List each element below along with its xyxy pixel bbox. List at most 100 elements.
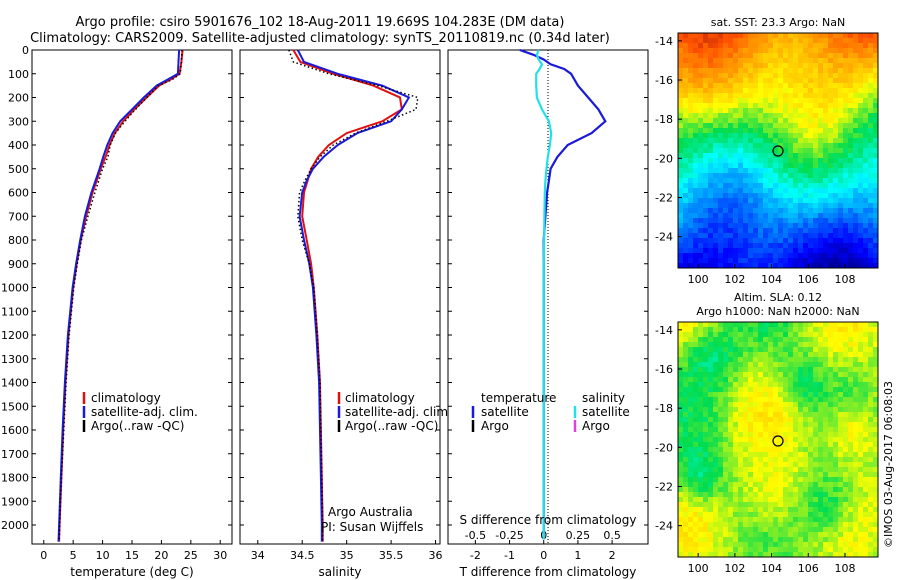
heatmap-cell	[858, 542, 863, 547]
heatmap-cell	[708, 382, 713, 387]
heatmap-cell	[773, 497, 778, 502]
heatmap-cell	[743, 43, 748, 48]
heatmap-cell	[723, 337, 728, 342]
heatmap-cell	[778, 158, 783, 163]
heatmap-cell	[818, 48, 823, 53]
heatmap-cell	[863, 517, 868, 522]
heatmap-cell	[718, 188, 723, 193]
heatmap-cell	[818, 73, 823, 78]
heatmap-cell	[773, 542, 778, 547]
heatmap-cell	[783, 377, 788, 382]
heatmap-cell	[703, 377, 708, 382]
heatmap-cell	[873, 58, 878, 63]
heatmap-cell	[808, 208, 813, 213]
heatmap-cell	[858, 437, 863, 442]
heatmap-cell	[873, 372, 878, 377]
heatmap-cell	[688, 392, 693, 397]
heatmap-cell	[853, 397, 858, 402]
heatmap-cell	[788, 158, 793, 163]
heatmap-cell	[743, 397, 748, 402]
heatmap-cell	[848, 238, 853, 243]
heatmap-cell	[778, 337, 783, 342]
heatmap-cell	[693, 223, 698, 228]
heatmap-cell	[818, 258, 823, 263]
heatmap-cell	[698, 337, 703, 342]
heatmap-cell	[773, 108, 778, 113]
heatmap-cell	[728, 98, 733, 103]
heatmap-cell	[823, 482, 828, 487]
heatmap-cell	[743, 243, 748, 248]
heatmap-cell	[733, 357, 738, 362]
heatmap-cell	[683, 238, 688, 243]
heatmap-cell	[868, 183, 873, 188]
heatmap-cell	[708, 442, 713, 447]
heatmap-cell	[818, 397, 823, 402]
heatmap-cell	[793, 382, 798, 387]
heatmap-cell	[818, 437, 823, 442]
heatmap-cell	[793, 73, 798, 78]
heatmap-cell	[803, 462, 808, 467]
heatmap-cell	[848, 138, 853, 143]
heatmap-cell	[823, 387, 828, 392]
heatmap-cell	[853, 522, 858, 527]
heatmap-cell	[853, 527, 858, 532]
heatmap-cell	[778, 542, 783, 547]
heatmap-cell	[833, 118, 838, 123]
heatmap-cell	[753, 43, 758, 48]
heatmap-cell	[793, 153, 798, 158]
heatmap-cell	[778, 367, 783, 372]
heatmap-cell	[693, 522, 698, 527]
heatmap-cell	[713, 477, 718, 482]
heatmap-cell	[848, 68, 853, 73]
heatmap-cell	[858, 53, 863, 58]
heatmap-cell	[693, 58, 698, 63]
heatmap-cell	[843, 43, 848, 48]
heatmap-cell	[798, 173, 803, 178]
heatmap-cell	[783, 63, 788, 68]
heatmap-cell	[688, 143, 693, 148]
heatmap-cell	[708, 68, 713, 73]
heatmap-cell	[713, 447, 718, 452]
heatmap-cell	[803, 352, 808, 357]
x-tick-label: 5	[70, 549, 77, 562]
heatmap-cell	[748, 422, 753, 427]
heatmap-cell	[868, 467, 873, 472]
heatmap-cell	[778, 248, 783, 253]
heatmap-cell	[788, 108, 793, 113]
heatmap-cell	[763, 43, 768, 48]
heatmap-cell	[873, 173, 878, 178]
heatmap-cell	[873, 33, 878, 38]
heatmap-cell	[768, 118, 773, 123]
heatmap-cell	[858, 263, 863, 268]
heatmap-cell	[833, 138, 838, 143]
heatmap-cell	[858, 367, 863, 372]
heatmap-cell	[708, 263, 713, 268]
heatmap-cell	[763, 233, 768, 238]
heatmap-cell	[788, 208, 793, 213]
heatmap-cell	[698, 492, 703, 497]
heatmap-cell	[703, 362, 708, 367]
heatmap-cell	[853, 158, 858, 163]
heatmap-cell	[868, 407, 873, 412]
heatmap-cell	[838, 53, 843, 58]
heatmap-cell	[763, 238, 768, 243]
heatmap-cell	[793, 103, 798, 108]
heatmap-cell	[708, 467, 713, 472]
heatmap-cell	[848, 502, 853, 507]
heatmap-cell	[853, 322, 858, 327]
heatmap-cell	[738, 203, 743, 208]
heatmap-cell	[863, 537, 868, 542]
heatmap-cell	[838, 228, 843, 233]
heatmap-cell	[723, 392, 728, 397]
heatmap-cell	[693, 477, 698, 482]
heatmap-cell	[688, 357, 693, 362]
heatmap-cell	[698, 208, 703, 213]
heatmap-cell	[793, 487, 798, 492]
heatmap-cell	[863, 58, 868, 63]
heatmap-cell	[843, 263, 848, 268]
heatmap-cell	[833, 487, 838, 492]
heatmap-cell	[718, 467, 723, 472]
heatmap-cell	[708, 532, 713, 537]
heatmap-cell	[678, 248, 683, 253]
heatmap-cell	[828, 532, 833, 537]
